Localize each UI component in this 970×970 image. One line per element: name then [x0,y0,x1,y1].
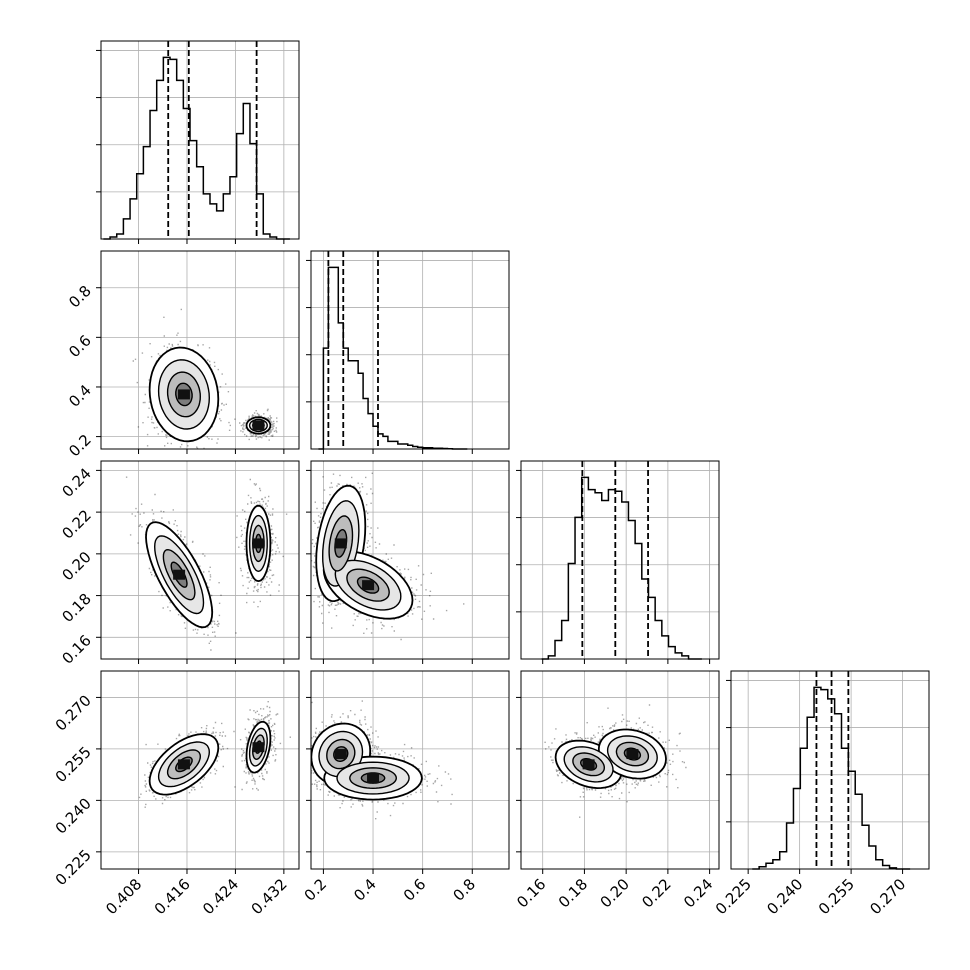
x-tick-label: 0.432 [248,875,291,918]
y-tick-label: 0.225 [52,846,95,889]
histogram-step-line [541,476,702,660]
x-tick-label: 0.225 [712,875,755,918]
scatter-content [521,671,719,869]
y-tick-label: 0.240 [52,794,95,837]
y-tick-label: 0.16 [58,631,94,667]
density-peak [582,759,595,770]
y-tick-label: 0.255 [52,743,95,786]
x-tick-label: 0.24 [680,875,716,911]
x-tick-label: 0.18 [555,875,591,911]
density-peak [177,759,190,770]
x-tick-label: 0.4 [350,875,380,905]
y-tick-label: 0.20 [58,548,94,584]
density-peak [367,773,380,784]
density-peak [334,749,347,760]
density-peak [334,538,347,549]
panel-frame [100,40,300,240]
panel-frame [100,250,300,450]
density-peak [362,580,375,591]
x-tick-label: 0.20 [597,875,633,911]
y-tick-label: 0.270 [52,692,95,735]
x-tick-label: 0.408 [102,875,145,918]
x-tick-label: 0.16 [513,875,549,911]
panel-frame [520,460,720,660]
density-peak [626,749,639,760]
density-peak [173,569,186,580]
panel-frame [520,670,720,870]
scatter-panel-1-0 [100,250,300,450]
x-tick-label: 0.255 [815,875,858,918]
y-tick-label: 0.18 [58,590,94,626]
scatter-content [311,461,509,659]
panel-frame [310,250,510,450]
x-tick-label: 0.22 [638,875,674,911]
scatter-content [101,251,299,449]
x-tick-label: 0.270 [866,875,909,918]
x-tick-label: 0.2 [301,875,331,905]
density-peak [177,389,190,400]
y-tick-label: 0.8 [65,282,95,312]
y-tick-label: 0.2 [65,431,95,461]
histogram-panel-3 [726,670,930,870]
panel-frame [100,460,300,660]
histogram-panel-2 [516,460,720,660]
density-peak [252,742,265,753]
scatter-panel-2-1 [310,460,510,660]
scatter-content [101,461,299,659]
histogram-step-line [318,266,468,450]
scatter-panel-3-0 [100,670,300,870]
scatter-panel-2-0 [100,460,300,660]
x-tick-label: 0.8 [450,875,480,905]
scatter-panel-3-1 [310,670,510,870]
y-tick-label: 0.4 [65,381,95,411]
scatter-content [101,671,299,869]
y-tick-label: 0.24 [58,464,94,500]
panel-frame [100,670,300,870]
panel-frame [730,670,930,870]
panel-frame [310,460,510,660]
histogram-panel-0 [96,40,300,240]
x-tick-label: 0.424 [199,875,242,918]
y-tick-label: 0.6 [65,331,95,361]
x-tick-label: 0.240 [763,875,806,918]
scatter-content [311,671,509,869]
y-tick-label: 0.22 [58,506,94,542]
histogram-step-line [103,56,290,240]
x-tick-label: 0.6 [400,875,430,905]
x-tick-label: 0.416 [151,875,194,918]
density-peak [252,420,265,431]
density-peak [252,538,265,549]
histogram-step-line [752,686,911,870]
scatter-panel-3-2 [520,670,720,870]
panel-frame [310,670,510,870]
histogram-panel-1 [306,250,510,450]
